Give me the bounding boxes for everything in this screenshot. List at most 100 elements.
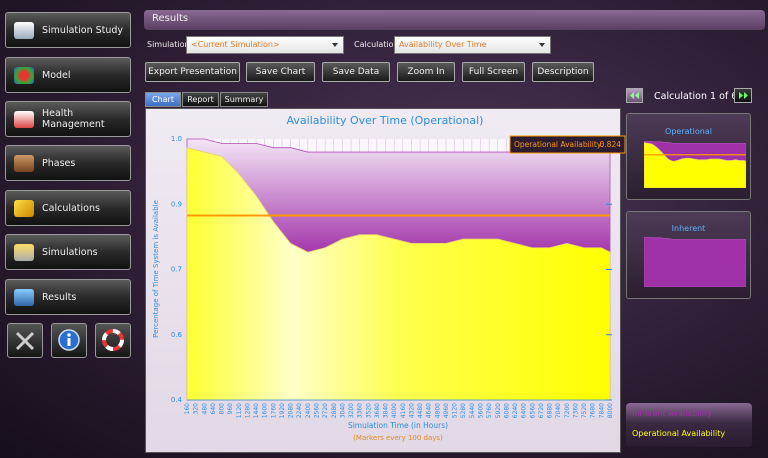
x-tick-label: 1600 bbox=[262, 403, 269, 418]
filter-label: Simulation bbox=[147, 40, 190, 49]
nav-button[interactable]: Results bbox=[5, 279, 131, 315]
panel-title: Results bbox=[152, 13, 189, 24]
x-tick-label: 480 bbox=[201, 403, 208, 415]
tooltip bbox=[509, 135, 626, 154]
tab[interactable]: Report bbox=[182, 92, 219, 107]
nav-button[interactable]: Model bbox=[5, 57, 131, 93]
dropdown-value: Availability Over Time bbox=[399, 40, 487, 49]
x-tick-label: 4800 bbox=[434, 403, 441, 418]
x-tick-label: 5440 bbox=[469, 403, 476, 418]
legend-entry: Operational Availability bbox=[632, 429, 726, 438]
x-tick-label: 4480 bbox=[417, 403, 424, 418]
tooltip-value: 0.824 bbox=[600, 140, 622, 149]
x-tick-label: 7840 bbox=[598, 403, 605, 418]
info-icon bbox=[58, 329, 80, 351]
x-tick-label: 4160 bbox=[400, 403, 407, 418]
x-tick-label: 7200 bbox=[564, 403, 571, 418]
y-tick-label: 0.4 bbox=[171, 396, 183, 404]
tab[interactable]: Chart bbox=[145, 92, 181, 107]
info-button[interactable] bbox=[51, 323, 87, 358]
button-label: Description bbox=[537, 67, 589, 77]
nav-label: Simulation Study bbox=[42, 24, 124, 36]
x-tick-label: 3360 bbox=[357, 403, 364, 418]
nav-label: Simulations bbox=[42, 246, 98, 258]
y-tick-label: 0.7 bbox=[171, 266, 182, 274]
x-tick-label: 4000 bbox=[391, 403, 398, 418]
y-axis-label: Percentage of Time System is Available bbox=[152, 200, 160, 338]
tab-label: Summary bbox=[224, 95, 264, 104]
toolbar-button[interactable]: Zoom In bbox=[397, 62, 455, 82]
filter-label: Calculation bbox=[354, 40, 399, 49]
x-tick-label: 4320 bbox=[408, 403, 415, 418]
thumbnail-chart bbox=[644, 141, 746, 188]
x-tick-label: 3520 bbox=[365, 403, 372, 418]
x-tick-label: 6240 bbox=[512, 403, 519, 418]
x-tick-label: 3040 bbox=[339, 403, 346, 418]
chart: 0.4 0.6 0.7 0.9 1.0 160 320 480 640 800 960 1120 128… bbox=[152, 114, 626, 442]
x-tick-label: 3680 bbox=[374, 403, 381, 418]
x-tick-label: 7520 bbox=[581, 403, 588, 418]
x-tick-label: 1920 bbox=[279, 403, 286, 418]
button-label: Export Presentation bbox=[148, 67, 237, 77]
tab[interactable]: Summary bbox=[220, 92, 268, 107]
nav-button[interactable]: Calculations bbox=[5, 190, 131, 226]
tab-label: Report bbox=[187, 95, 214, 104]
toolbar-button[interactable]: Export Presentation bbox=[145, 62, 240, 82]
x-tick-label: 2240 bbox=[296, 403, 303, 418]
y-tick-label: 0.6 bbox=[171, 331, 183, 339]
next-button[interactable] bbox=[734, 88, 752, 103]
x-tick-label: 5120 bbox=[452, 403, 459, 418]
x-tick-label: 2080 bbox=[288, 403, 295, 418]
calculation-dropdown[interactable]: Availability Over Time bbox=[394, 36, 551, 54]
nav-button[interactable]: Simulations bbox=[5, 234, 131, 270]
legend-entry: Inherent Availability bbox=[632, 409, 712, 418]
y-tick-label: 0.9 bbox=[171, 200, 182, 208]
nav-label: Calculations bbox=[42, 202, 100, 214]
legend bbox=[626, 403, 752, 447]
x-tick-label: 7360 bbox=[572, 403, 579, 418]
thumbnail-label: Operational bbox=[665, 127, 712, 136]
toolbar-button[interactable]: Save Data bbox=[322, 62, 390, 82]
tab-label: Chart bbox=[152, 95, 174, 104]
x-tick-label: 160 bbox=[184, 403, 191, 415]
toolbar-button[interactable]: Description bbox=[532, 62, 594, 82]
x-tick-label: 1440 bbox=[253, 403, 260, 418]
nav-label: Results bbox=[42, 291, 77, 303]
x-tick-label: 320 bbox=[193, 403, 200, 415]
toolbar-button[interactable]: Save Chart bbox=[246, 62, 315, 82]
nav-button[interactable]: Simulation Study bbox=[5, 12, 131, 48]
x-tick-label: 2880 bbox=[331, 403, 338, 418]
x-tick-label: 1760 bbox=[270, 403, 277, 418]
next-icon bbox=[739, 92, 748, 99]
simulation-dropdown[interactable]: <Current Simulation> bbox=[186, 36, 344, 54]
nav-button[interactable]: Phases bbox=[5, 145, 131, 181]
tools-button[interactable] bbox=[7, 323, 43, 358]
thumbnail-label: Inherent bbox=[671, 224, 706, 233]
prev-icon bbox=[630, 92, 639, 99]
x-tick-label: 7680 bbox=[590, 403, 597, 418]
button-label: Save Chart bbox=[255, 67, 306, 77]
x-tick-label: 1280 bbox=[244, 403, 251, 418]
x-tick-label: 6560 bbox=[529, 403, 536, 418]
button-label: Full Screen bbox=[468, 67, 519, 77]
x-tick-label: 5280 bbox=[460, 403, 467, 418]
toolbar-button[interactable]: Full Screen bbox=[462, 62, 525, 82]
x-tick-label: 960 bbox=[227, 403, 234, 415]
help-icon bbox=[102, 329, 124, 351]
x-tick-label: 5600 bbox=[478, 403, 485, 418]
area bbox=[186, 147, 611, 401]
nav-label: Phases bbox=[42, 157, 76, 169]
help-button[interactable] bbox=[95, 323, 131, 358]
y-tick-label: 1.0 bbox=[171, 135, 182, 143]
x-axis-label: Simulation Time (in Hours) bbox=[348, 421, 448, 430]
prev-button[interactable] bbox=[626, 88, 643, 103]
area bbox=[644, 237, 746, 287]
nav-button[interactable]: Health Management bbox=[5, 101, 131, 137]
x-tick-label: 4640 bbox=[426, 403, 433, 418]
x-tick-label: 3200 bbox=[348, 403, 355, 418]
dropdown-value: <Current Simulation> bbox=[191, 40, 280, 49]
x-tick-label: 2400 bbox=[305, 403, 312, 418]
pager-text: Calculation 1 of 6 bbox=[654, 91, 738, 102]
x-axis-note: (Markers every 100 days) bbox=[353, 434, 443, 442]
